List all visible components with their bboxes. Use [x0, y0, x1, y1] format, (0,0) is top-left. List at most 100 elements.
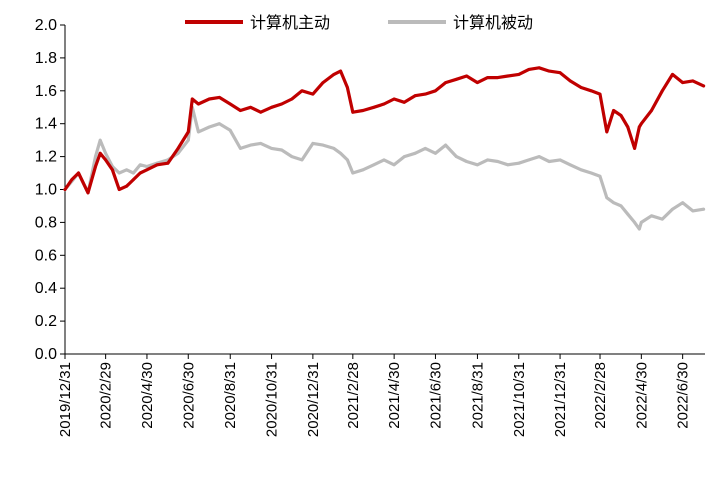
- series-0-point-48: [496, 76, 500, 79]
- series-0-point-33: [346, 86, 349, 89]
- series-1-point-34: [351, 171, 355, 175]
- series-1-point-16: [186, 138, 190, 142]
- series-0-point-26: [280, 102, 284, 106]
- series-0-point-37: [382, 102, 386, 106]
- x-tick-label-8: 2021/4/30: [386, 362, 403, 429]
- series-0-point-57: [589, 89, 593, 93]
- series-0-point-23: [249, 105, 253, 109]
- series-1-point-10: [132, 171, 135, 175]
- x-tick-label-11: 2021/10/31: [511, 362, 528, 437]
- series-0-point-61: [619, 114, 623, 117]
- series-1-point-42: [434, 151, 437, 155]
- series-1-point-38: [392, 163, 396, 167]
- series-1-point-8: [117, 171, 121, 175]
- series-1-point-47: [486, 158, 489, 162]
- y-axis: 0.0 0.2 0.4 0.6 0.8 1.0 1.2 1.4 1.6 1.8 2.0: [35, 17, 66, 363]
- series-1-point-49: [506, 163, 510, 167]
- series-0-point-62: [626, 125, 630, 129]
- series-0-point-63: [633, 147, 636, 150]
- series-1-point-24: [259, 142, 263, 145]
- series-0-point-68: [671, 73, 674, 76]
- series-1-point-4: [94, 155, 97, 159]
- series-0-point-4: [94, 165, 97, 168]
- series-1-point-41: [423, 147, 427, 150]
- series-0-point-17: [190, 97, 194, 101]
- y-tick-label-5: 1.0: [35, 182, 57, 199]
- series-1-point-60: [612, 201, 615, 205]
- x-tick-label-3: 2020/6/30: [180, 362, 197, 429]
- series-1-point-67: [660, 217, 664, 221]
- series-1-point-23: [249, 143, 253, 147]
- series-0-point-12: [145, 168, 149, 172]
- series-0-point-14: [166, 161, 170, 165]
- series-1-point-46: [476, 163, 479, 167]
- x-tick-label-4: 2020/8/31: [222, 362, 239, 429]
- series-1-point-22: [239, 147, 242, 150]
- series-0-point-50: [517, 73, 521, 76]
- series-1-point-71: [702, 207, 705, 211]
- series-0-point-47: [486, 76, 489, 79]
- y-tick-label-9: 1.8: [35, 50, 57, 67]
- series-1-point-68: [671, 207, 674, 211]
- series-1-point-44: [455, 155, 458, 159]
- series-1-point-28: [300, 158, 304, 162]
- series-1-point-54: [558, 158, 562, 162]
- series-1-point-6: [104, 151, 107, 155]
- series-0-point-21: [228, 102, 232, 106]
- y-tick-label-1: 0.2: [35, 313, 57, 330]
- series-0-point-39: [402, 100, 406, 104]
- y-tick-label-0: 0.0: [35, 346, 57, 363]
- series-1-point-36: [372, 163, 376, 167]
- series-0-point-5: [98, 151, 102, 155]
- series-0-point-24: [259, 110, 263, 114]
- series-0-point-69: [681, 81, 685, 84]
- series-1-point-64: [637, 227, 641, 231]
- series-1-point-29: [311, 142, 315, 145]
- series-0-point-11: [138, 171, 142, 175]
- series-1-point-57: [589, 171, 593, 175]
- series-0-point-58: [598, 92, 602, 96]
- x-tick-label-14: 2022/4/30: [633, 362, 650, 429]
- series-1-point-31: [332, 147, 336, 150]
- series-line-0: [63, 66, 706, 195]
- series-1-point-62: [626, 212, 630, 216]
- series-0-point-64: [637, 125, 641, 129]
- y-tick-label-2: 0.4: [35, 280, 57, 297]
- series-0-point-18: [197, 102, 200, 106]
- series-1-point-53: [547, 160, 551, 163]
- y-tick-label-3: 0.6: [35, 247, 57, 264]
- series-0-point-36: [372, 105, 376, 109]
- series-0-point-20: [218, 96, 221, 99]
- series-0-point-27: [290, 97, 294, 101]
- y-tick-label-6: 1.2: [35, 149, 57, 166]
- x-axis: 2019/12/31 2020/2/29 2020/4/30 2020/6/30 202…: [57, 353, 705, 437]
- series-0-point-8: [117, 188, 121, 191]
- series-0-point-38: [392, 97, 396, 101]
- series-1-point-35: [361, 168, 365, 172]
- series-1-point-11: [138, 163, 142, 167]
- series-1-point-40: [413, 151, 417, 155]
- series-1-point-32: [339, 151, 342, 155]
- series-1-point-59: [605, 196, 609, 200]
- series-1-point-33: [346, 158, 349, 162]
- series-0-point-52: [537, 66, 541, 70]
- series-1-point-48: [496, 160, 500, 163]
- series-1-point-27: [290, 155, 294, 159]
- series-1-point-51: [527, 158, 531, 162]
- series-1-point-26: [280, 148, 284, 152]
- series-0-point-3: [86, 191, 90, 195]
- series-0-point-29: [311, 92, 315, 96]
- series-1-point-43: [444, 143, 447, 147]
- series-0-point-0: [63, 188, 67, 191]
- series-0-point-60: [612, 109, 615, 112]
- series-0-point-43: [444, 81, 447, 84]
- y-tick-label-7: 1.4: [35, 116, 57, 133]
- series-0-point-7: [111, 168, 114, 172]
- series-1-point-39: [402, 155, 406, 159]
- series-1-point-63: [633, 221, 636, 224]
- series-0-point-66: [650, 109, 653, 112]
- series-1-point-52: [537, 155, 541, 159]
- series-1-point-65: [639, 221, 643, 224]
- series-1-point-18: [197, 130, 200, 134]
